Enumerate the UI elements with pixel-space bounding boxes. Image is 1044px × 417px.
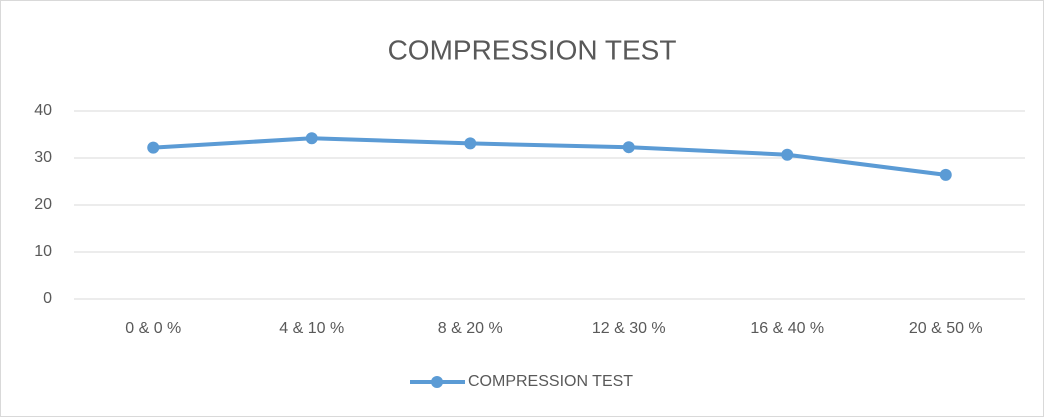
x-tick-label: 16 & 40 %	[750, 320, 824, 337]
y-tick-label: 30	[34, 149, 52, 166]
line	[151, 136, 948, 177]
point	[305, 132, 318, 145]
legend-label: COMPRESSION TEST	[468, 373, 633, 390]
y-tick-label: 0	[43, 290, 52, 307]
point	[622, 141, 635, 154]
point	[781, 148, 794, 161]
point	[939, 168, 952, 181]
x-tick-label: 8 & 20 %	[438, 320, 503, 337]
chart-title: COMPRESSION TEST	[388, 34, 677, 65]
legend-marker	[431, 376, 443, 388]
point	[147, 141, 160, 154]
y-tick-label: 40	[34, 102, 52, 119]
x-tick-label: 4 & 10 %	[279, 320, 344, 337]
point	[464, 137, 477, 150]
y-tick-label: 10	[34, 243, 52, 260]
y-tick-label: 20	[34, 196, 52, 213]
x-tick-label: 12 & 30 %	[592, 320, 666, 337]
x-tick-label: 20 & 50 %	[909, 320, 983, 337]
x-tick-label: 0 & 0 %	[125, 320, 181, 337]
